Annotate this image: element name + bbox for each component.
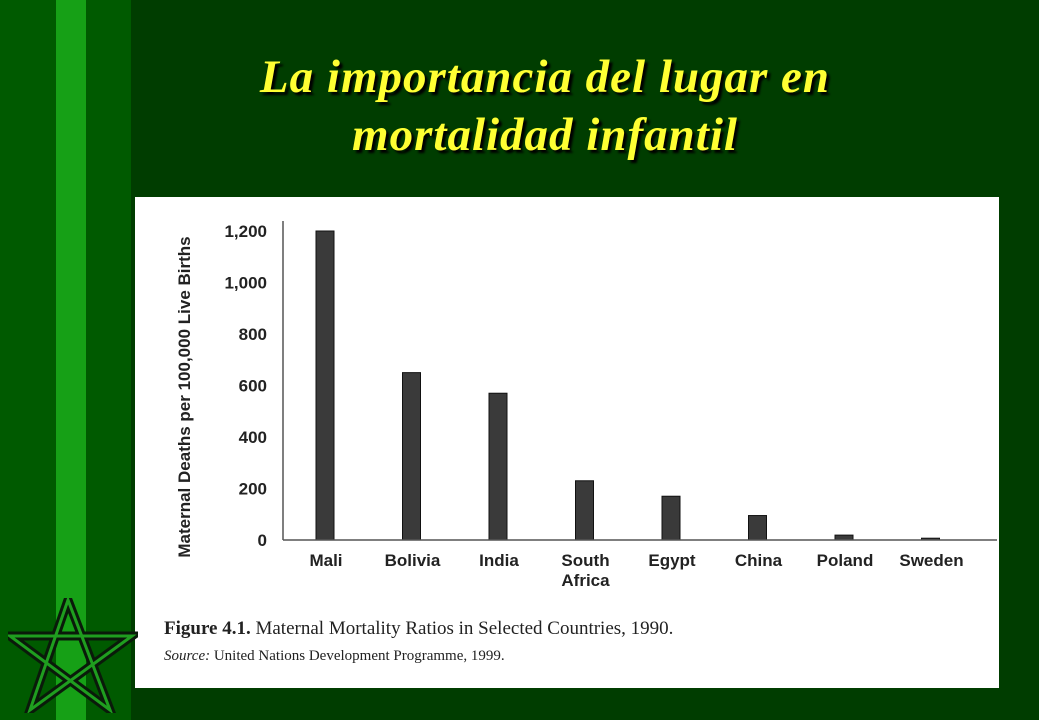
star-icon: [8, 598, 138, 713]
x-tick-label: Egypt: [648, 551, 696, 570]
y-tick-label: 0: [258, 531, 267, 550]
bar-chart: Maternal Deaths per 100,000 Live Births …: [175, 221, 997, 590]
bar: [661, 495, 681, 541]
figure-caption-text: Maternal Mortality Ratios in Selected Co…: [255, 618, 674, 639]
y-tick-label: 200: [239, 480, 267, 499]
y-tick-label: 1,000: [224, 274, 267, 293]
y-axis-label: Maternal Deaths per 100,000 Live Births: [175, 236, 194, 557]
bar: [488, 392, 508, 541]
bar: [402, 372, 421, 541]
y-tick-label: 800: [239, 325, 267, 344]
x-tick-label: South: [561, 551, 609, 570]
slide-title-line2: mortalidad infantil: [352, 109, 738, 161]
x-tick-label: India: [479, 551, 519, 570]
slide-title: La importancia del lugar en mortalidad i…: [135, 48, 955, 164]
x-tick-label: Mali: [309, 551, 342, 570]
bar: [575, 480, 594, 541]
slide-title-line1: La importancia del lugar en: [259, 51, 831, 103]
x-tick-label: Sweden: [899, 551, 963, 570]
y-tick-label: 1,200: [224, 222, 267, 241]
x-tick-label: Poland: [817, 551, 874, 570]
figure-caption-label: Figure 4.1.: [164, 618, 251, 639]
x-tick-label: Bolivia: [385, 551, 441, 570]
figure-source-label: Source:: [164, 648, 211, 664]
figure-panel: Maternal Deaths per 100,000 Live Births …: [135, 197, 999, 688]
left-stripe-mid: [86, 0, 131, 720]
bar: [315, 230, 335, 541]
y-tick-label: 400: [239, 428, 267, 447]
bars: [315, 230, 940, 541]
x-tick-label: Africa: [561, 571, 610, 590]
bar: [748, 515, 767, 541]
figure-caption: Figure 4.1. Maternal Mortality Ratios in…: [164, 618, 673, 640]
left-stripe-dark: [0, 0, 56, 720]
figure-source-text: United Nations Development Programme, 19…: [213, 648, 505, 664]
x-tick-label: China: [735, 551, 783, 570]
y-axis: 0 200 400 600 800 1,000 1,200: [224, 221, 284, 550]
y-tick-label: 600: [239, 377, 267, 396]
figure-source: Source: United Nations Development Progr…: [164, 648, 505, 665]
